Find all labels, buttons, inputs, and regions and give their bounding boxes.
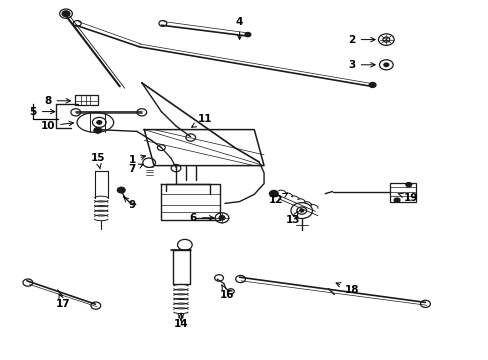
- Text: 16: 16: [220, 285, 234, 300]
- Circle shape: [62, 11, 70, 17]
- Circle shape: [383, 63, 388, 67]
- Circle shape: [117, 187, 125, 193]
- Text: 8: 8: [44, 96, 70, 106]
- Circle shape: [269, 190, 278, 197]
- Text: 4: 4: [235, 17, 243, 39]
- Circle shape: [299, 209, 303, 212]
- Text: 12: 12: [268, 193, 287, 205]
- Text: 14: 14: [173, 313, 188, 329]
- Circle shape: [405, 183, 411, 187]
- Text: 17: 17: [56, 294, 71, 309]
- Bar: [75, 95, 98, 105]
- Text: 13: 13: [285, 211, 300, 225]
- Circle shape: [94, 127, 102, 133]
- Text: 6: 6: [189, 213, 213, 223]
- Text: 18: 18: [335, 283, 359, 295]
- Text: 5: 5: [30, 107, 55, 117]
- Circle shape: [244, 32, 250, 37]
- Circle shape: [219, 216, 224, 220]
- Text: 2: 2: [348, 35, 374, 45]
- Bar: [389, 183, 415, 202]
- Text: 10: 10: [41, 121, 73, 131]
- Circle shape: [393, 198, 399, 202]
- Circle shape: [368, 82, 375, 87]
- Text: 15: 15: [90, 153, 105, 169]
- Text: 11: 11: [191, 114, 212, 127]
- Circle shape: [97, 121, 102, 124]
- Text: 1: 1: [128, 155, 145, 165]
- Text: 3: 3: [348, 60, 374, 70]
- Text: 7: 7: [128, 164, 143, 174]
- Text: 19: 19: [397, 193, 417, 203]
- Text: 9: 9: [123, 197, 135, 210]
